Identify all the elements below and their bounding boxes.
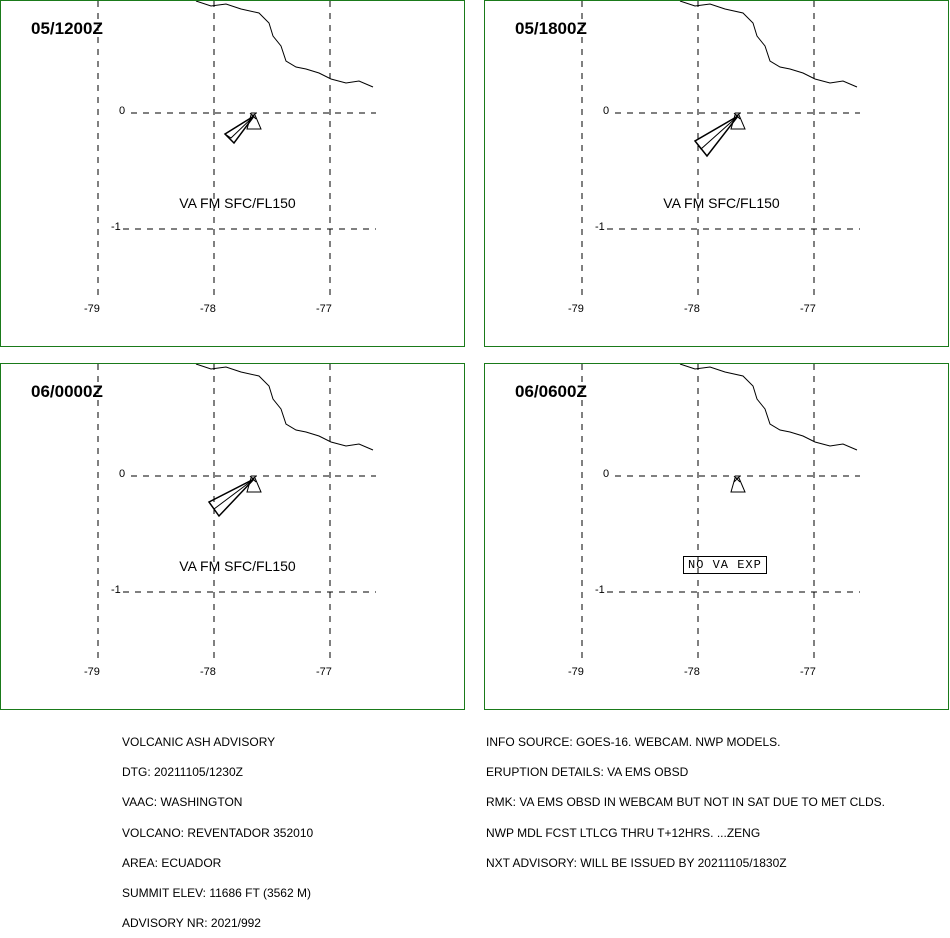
lon-label-79: -79 <box>84 666 100 678</box>
map-panel-4: 06/0600Z NO VA EXP 0 -1 -79 -78 -77 <box>484 363 949 710</box>
advisory-line: ERUPTION DETAILS: VA EMS OBSD <box>486 765 689 780</box>
advisory-line: AREA: ECUADOR <box>122 855 222 870</box>
advisory-header: VOLCANIC ASH ADVISORY DTG: 20211105/1230… <box>122 717 313 938</box>
map-panel-3: 06/0000Z VA FM SFC/FL150 0 -1 -79 -78 -7… <box>0 363 465 710</box>
va-level-label: VA FM SFC/FL150 <box>179 195 296 211</box>
volcano-icon <box>246 112 262 130</box>
lon-label-78: -78 <box>200 303 216 315</box>
forecast-time: 06/0000Z <box>31 382 103 401</box>
lat-label-minus1: -1 <box>595 221 605 233</box>
advisory-line: VOLCANIC ASH ADVISORY <box>122 735 276 749</box>
lat-label-minus1: -1 <box>111 584 121 596</box>
advisory-line: NWP MDL FCST LTLCG THRU T+12HRS. ...ZENG <box>486 825 761 840</box>
map-canvas <box>581 364 860 664</box>
advisory-line: NXT ADVISORY: WILL BE ISSUED BY 20211105… <box>486 855 787 870</box>
lon-label-78: -78 <box>684 666 700 678</box>
lon-label-77: -77 <box>800 303 816 315</box>
va-level-label: VA FM SFC/FL150 <box>179 558 296 574</box>
volcano-icon <box>730 475 746 493</box>
advisory-line: VOLCANO: REVENTADOR 352010 <box>122 825 314 840</box>
lat-label-minus1: -1 <box>111 221 121 233</box>
lat-label-0: 0 <box>119 468 126 480</box>
coastline <box>679 364 858 451</box>
lat-label-0: 0 <box>603 468 610 480</box>
map-canvas <box>581 1 860 301</box>
advisory-line: ADVISORY NR: 2021/992 <box>122 916 261 931</box>
coastline <box>195 1 374 88</box>
forecast-time: 06/0600Z <box>515 382 587 401</box>
va-level-label: VA FM SFC/FL150 <box>663 195 780 211</box>
coastline <box>195 364 374 451</box>
lon-label-78: -78 <box>684 303 700 315</box>
lon-label-77: -77 <box>316 666 332 678</box>
lon-label-79: -79 <box>568 666 584 678</box>
lon-label-77: -77 <box>800 666 816 678</box>
advisory-line: VAAC: WASHINGTON <box>122 795 243 810</box>
map-canvas <box>97 364 376 664</box>
map-panel-2: 05/1800Z VA FM SFC/FL150 0 -1 -79 -78 -7… <box>484 0 949 347</box>
forecast-time: 05/1800Z <box>515 19 587 38</box>
lon-label-79: -79 <box>568 303 584 315</box>
lon-label-78: -78 <box>200 666 216 678</box>
advisory-line: SUMMIT ELEV: 11686 FT (3562 M) <box>122 885 311 900</box>
lat-label-0: 0 <box>603 105 610 117</box>
volcano-icon <box>246 475 262 493</box>
map-canvas <box>97 1 376 301</box>
lon-label-79: -79 <box>84 303 100 315</box>
lon-label-77: -77 <box>316 303 332 315</box>
lat-label-0: 0 <box>119 105 126 117</box>
map-panel-1: 05/1200Z VA FM SFC/FL150 0 -1 -79 -78 -7… <box>0 0 465 347</box>
volcano-icon <box>730 112 746 130</box>
forecast-time: 05/1200Z <box>31 19 103 38</box>
no-va-label: NO VA EXP <box>683 556 767 574</box>
coastline <box>679 1 858 88</box>
advisory-line: INFO SOURCE: GOES-16. WEBCAM. NWP MODELS… <box>486 735 781 749</box>
advisory-line: DTG: 20211105/1230Z <box>122 765 243 780</box>
advisory-details: INFO SOURCE: GOES-16. WEBCAM. NWP MODELS… <box>486 717 885 878</box>
lat-label-minus1: -1 <box>595 584 605 596</box>
advisory-line: RMK: VA EMS OBSD IN WEBCAM BUT NOT IN SA… <box>486 795 885 810</box>
